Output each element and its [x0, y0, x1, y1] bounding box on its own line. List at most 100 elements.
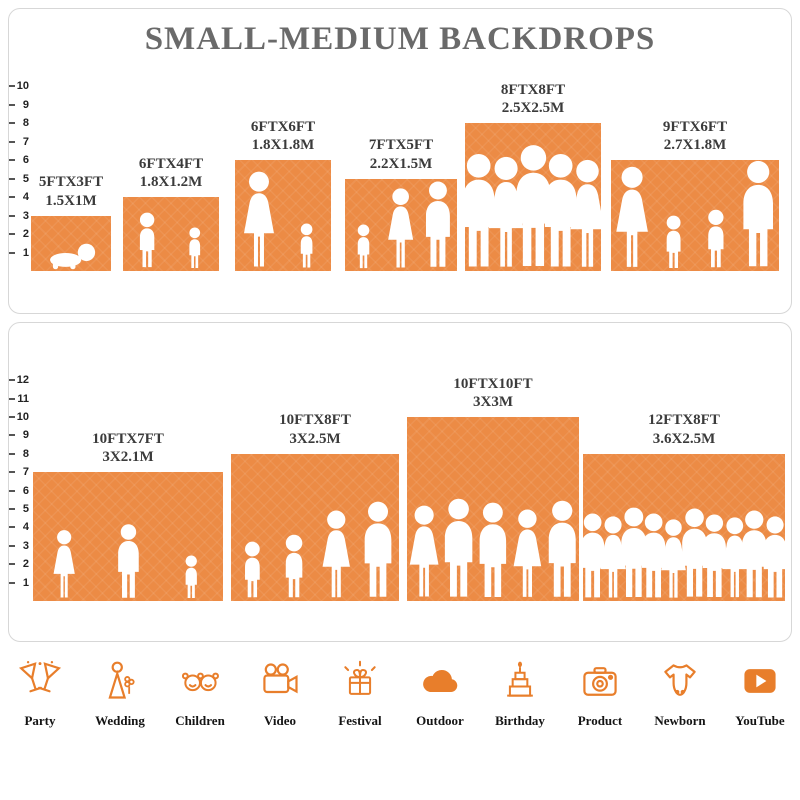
ruler-tick-label: 8 [22, 117, 29, 129]
size-meters-text: 3X2.5M [289, 431, 341, 448]
people-silhouette-child [667, 215, 681, 268]
people-silhouette-woman [616, 166, 648, 267]
category-newborn: Newborn [640, 658, 720, 729]
category-row: Party Wedding Children Video Festival Outdoor… [0, 658, 800, 729]
size-meters-text: 3.6X2.5M [652, 431, 716, 448]
ruler-tick-mark [9, 508, 15, 510]
ruler-tick-label: 5 [22, 503, 29, 515]
backdrop-bar-10ftx7ft [33, 472, 223, 601]
outdoor-icon [417, 658, 463, 704]
backdrop-size-label: 5FTX3FT 1.5X1M [39, 173, 103, 211]
panel-small-medium-backdrops: SMALL-MEDIUM BACKDROPS 1 2 3 4 5 6 7 8 9 10 5FTX3F… [8, 8, 792, 314]
ruler-tick-label: 1 [22, 576, 29, 589]
backdrop-size-label: 10FTX7FT 3X2.1M [92, 430, 164, 468]
category-label: Wedding [95, 713, 145, 728]
ruler-tick-label: 7 [22, 135, 29, 148]
category-label: Product [577, 713, 623, 728]
ruler-tick-mark [9, 196, 15, 198]
ruler-tick-label: 10 [16, 411, 29, 423]
category-label: Children [175, 713, 225, 728]
people-silhouette-woman [570, 159, 601, 267]
backdrop-bar-5ftx3ft [31, 215, 111, 271]
category-product: Product [560, 658, 640, 729]
category-wedding: Wedding [80, 658, 160, 729]
ruler-tick-mark [9, 471, 15, 474]
newborn-icon [657, 658, 703, 704]
category-video: Video [240, 658, 320, 729]
ruler-tick-mark [9, 251, 15, 254]
category-outdoor: Outdoor [400, 658, 480, 729]
backdrop-size-label: 8FTX8FT 2.5X2.5M [501, 81, 565, 119]
size-feet-text: 9FTX6FT [662, 118, 728, 135]
people-silhouette-woman [322, 510, 350, 597]
people-silhouette-woman [513, 509, 542, 597]
people-silhouette-adult [743, 160, 773, 267]
party-icon [17, 658, 63, 704]
people-silhouette-child [301, 223, 313, 268]
people-silhouette-adult [763, 516, 785, 598]
category-party: Party [0, 658, 80, 729]
category-youtube: YouTube [720, 658, 800, 729]
backdrop-bar-6ftx4ft [123, 197, 219, 271]
ruler-tick-mark [9, 214, 15, 217]
size-meters-text: 2.7X1.8M [663, 137, 727, 154]
people-silhouette-child [185, 555, 197, 598]
ruler-tick-label: 6 [22, 154, 29, 166]
people-silhouette-woman [54, 530, 76, 598]
backdrop-bar-6ftx6ft [235, 160, 331, 271]
ruler-tick-label: 5 [22, 172, 29, 185]
backdrop-bar-9ftx6ft [611, 160, 779, 271]
ruler-tick-mark [9, 122, 15, 124]
size-feet-text: 6FTX6FT [250, 118, 316, 135]
size-feet-text: 10FTX8FT [279, 412, 351, 429]
size-meters-text: 1.5X1M [45, 192, 97, 209]
ruler-tick-label: 9 [22, 429, 29, 442]
people-silhouette-adult [117, 524, 139, 598]
backdrop-size-label: 10FTX8FT 3X2.5M [279, 411, 351, 449]
backdrop-bar-10ftx8ft [231, 453, 399, 601]
people-silhouette-adult [426, 181, 451, 267]
backdrop-size-label: 6FTX6FT 1.8X1.8M [251, 118, 315, 156]
size-meters-text: 1.8X1.8M [251, 137, 315, 154]
ruler-tick-mark [9, 544, 15, 547]
ruler-tick-mark [9, 397, 15, 400]
ruler-tick-label: 9 [22, 98, 29, 111]
category-label: Video [263, 713, 297, 728]
ruler-tick-mark [9, 416, 15, 418]
backdrop-size-label: 6FTX4FT 1.8X1.2M [139, 155, 203, 193]
backdrop-size-label: 7FTX5FT 2.2X1.5M [369, 136, 433, 174]
category-birthday: Birthday [480, 658, 560, 729]
people-silhouette-child [357, 224, 370, 268]
ruler-tick-label: 2 [22, 228, 29, 240]
ruler-tick-label: 3 [22, 539, 29, 552]
ruler-tick-label: 10 [16, 80, 29, 92]
birthday-icon [497, 658, 543, 704]
people-silhouette-baby [49, 243, 95, 270]
page-title: SMALL-MEDIUM BACKDROPS [144, 21, 656, 57]
product-icon [577, 658, 623, 704]
people-silhouette-child [285, 534, 303, 597]
size-meters-text: 3X2.1M [102, 449, 154, 466]
backdrop-size-label: 9FTX6FT 2.7X1.8M [663, 118, 727, 156]
ruler-tick-mark [9, 526, 15, 529]
ruler-tick-mark [9, 103, 15, 106]
size-meters-text: 2.2X1.5M [369, 155, 433, 172]
ruler-tick-label: 4 [22, 521, 29, 534]
people-silhouette-child [189, 227, 201, 269]
panel-large-backdrops: 1 2 3 4 5 6 7 8 9 10 11 12 10FTX7FT 3X2.1M 10FTX8FT 3X2… [8, 322, 792, 642]
category-label: Party [24, 713, 56, 728]
ruler-tick-label: 12 [16, 374, 29, 387]
ruler-tick-mark [9, 563, 15, 566]
size-feet-text: 12FTX8FT [648, 412, 720, 429]
people-silhouette-woman [244, 171, 274, 267]
ruler-tick-label: 4 [22, 191, 29, 203]
people-silhouette-adult [548, 500, 576, 597]
backdrop-bar-8ftx8ft [465, 123, 601, 271]
people-silhouette-adult [479, 502, 507, 597]
ruler-tick-mark [9, 177, 15, 180]
size-feet-text: 8FTX8FT [500, 81, 566, 98]
ruler-tick-mark [9, 581, 15, 584]
ruler-tick-mark [9, 489, 15, 492]
size-feet-text: 6FTX4FT [138, 155, 204, 172]
